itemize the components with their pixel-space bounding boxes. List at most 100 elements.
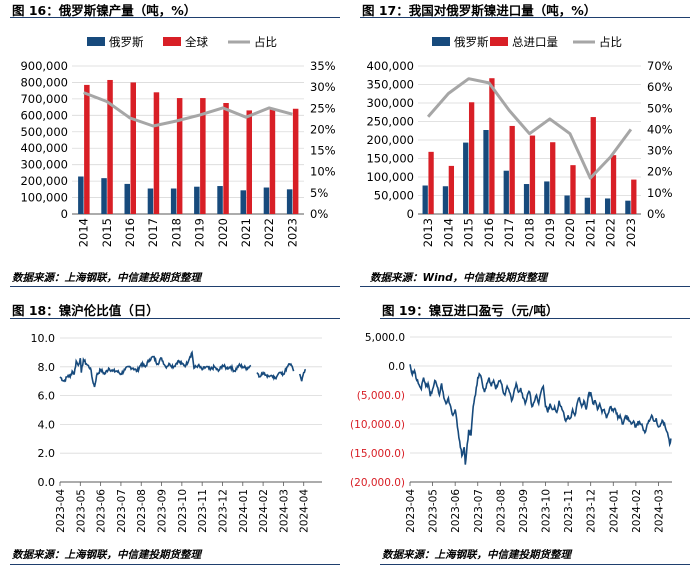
c17-yright-tick: 30%: [647, 144, 673, 158]
c16-x-tick-2020: 2020: [216, 218, 230, 247]
c19-y-tick: 0.0: [388, 361, 405, 373]
c16-x-tick-2017: 2017: [146, 218, 160, 247]
chart18-title-rule: [10, 318, 340, 319]
c16-yleft-tick: 500,000: [20, 125, 68, 139]
chart16-source-rule: [10, 286, 340, 287]
c19-x-tick-2023-08: 2023-08: [495, 489, 507, 533]
c16-x-tick-2023: 2023: [285, 218, 299, 247]
c16-x-tick-2022: 2022: [262, 218, 276, 247]
c16-bar-total-2020: [223, 103, 229, 214]
c17-bar-total-2014: [448, 165, 455, 214]
c17-bar-russia-2014: [442, 186, 449, 214]
c17-x-tick-2020: 2020: [563, 218, 577, 247]
chart16-title-rule: [10, 17, 340, 18]
c17-bar-russia-2017: [503, 170, 509, 214]
c16-bar-russia-2020: [217, 186, 223, 214]
c17-bar-total-2013: [428, 151, 434, 214]
chart18-source: 数据来源：上海钢联，中信建投期货整理: [12, 549, 201, 561]
c19-y-tick: (20,000.0): [350, 477, 405, 489]
c17-legend-swatch-0: [432, 37, 450, 46]
c17-bar-russia-2022: [604, 198, 611, 214]
c16-bar-total-2022: [269, 108, 276, 214]
c17-x-tick-2017: 2017: [502, 218, 516, 247]
c19-x-tick-2023-11: 2023-11: [563, 489, 575, 533]
c17-yright-tick: 20%: [647, 165, 673, 179]
c17-bar-russia-2013: [422, 185, 428, 214]
c18-x-tick-2023-12: 2023-12: [217, 489, 229, 533]
c18-x-tick-2023-10: 2023-10: [177, 489, 189, 533]
c19-x-tick-2024-02: 2024-02: [631, 489, 643, 533]
c16-line-share: [83, 91, 293, 128]
c19-x-tick-2023-06: 2023-06: [450, 489, 462, 533]
c17-yleft-tick: 400,000: [366, 59, 414, 73]
c18-x-tick-2023-05: 2023-05: [75, 489, 87, 533]
c17-bar-total-2021: [590, 117, 596, 214]
c17-yright-tick: 50%: [647, 101, 673, 115]
c18-x-tick-2024-01: 2024-01: [238, 489, 250, 533]
c18-x-tick-2023-07: 2023-07: [116, 489, 128, 533]
c19-x-tick-2024-03: 2024-03: [653, 489, 665, 533]
chart17-title-rule: [360, 17, 690, 18]
c19-y-tick: (15,000.0): [350, 448, 405, 460]
c16-yleft-tick: 100,000: [20, 191, 68, 205]
c17-bar-total-2023: [631, 179, 637, 214]
c17-bar-russia-2016: [483, 130, 489, 214]
c16-bar-total-2023: [292, 108, 299, 214]
c16-yright-tick: 35%: [310, 59, 336, 73]
c17-line-share: [426, 77, 633, 180]
c16-yleft-tick: 0: [61, 207, 68, 221]
c17-bar-total-2022: [610, 155, 617, 214]
c18-x-tick-2024-02: 2024-02: [258, 489, 270, 533]
c17-bar-russia-2020: [564, 195, 570, 214]
c18-y-tick: 0.0: [38, 476, 56, 489]
c18-series-line-3: [298, 368, 306, 382]
c17-legend-label-2: 占比: [599, 35, 622, 49]
c16-yright-tick: 30%: [310, 80, 336, 94]
c16-yright-tick: 5%: [310, 186, 328, 200]
c16-yleft-tick: 900,000: [20, 59, 68, 73]
c16-yleft-tick: 600,000: [20, 108, 68, 122]
c18-x-tick-2023-04: 2023-04: [55, 489, 67, 533]
c19-x-tick-2023-04: 2023-04: [405, 489, 417, 533]
c18-x-tick-2023-11: 2023-11: [197, 489, 209, 533]
c17-bar-russia-2018: [523, 184, 530, 214]
c16-x-tick-2019: 2019: [193, 218, 207, 247]
chart18-source-rule: [10, 564, 340, 565]
c16-bar-russia-2015: [101, 178, 107, 214]
c16-bar-russia-2014: [78, 176, 84, 214]
c18-series-line-2: [256, 362, 295, 381]
c16-yright-tick: 20%: [310, 122, 336, 136]
c17-legend-swatch-1: [490, 37, 508, 46]
c16-legend-label-1: 全球: [185, 35, 208, 49]
c18-series-line: [59, 350, 252, 388]
c18-x-tick-2023-06: 2023-06: [96, 489, 108, 533]
c17-yright-tick: 70%: [647, 59, 673, 73]
c16-bar-russia-2016: [124, 183, 130, 214]
c17-bar-russia-2015: [463, 142, 469, 214]
c17-bar-total-2020: [570, 165, 576, 214]
c16-bar-russia-2023: [286, 189, 293, 214]
c17-yright-tick: 40%: [647, 122, 673, 136]
c17-yleft-tick: 100,000: [366, 170, 414, 184]
c16-bar-total-2018: [176, 98, 183, 214]
chart19-title: 图 19：镍豆进口盈亏（元/吨）: [382, 303, 559, 318]
c19-y-tick: (5,000.0): [357, 390, 405, 402]
c17-yleft-tick: 0: [407, 207, 414, 221]
c16-x-tick-2015: 2015: [100, 218, 114, 247]
c16-x-tick-2018: 2018: [169, 218, 183, 247]
c16-legend-swatch-0: [87, 37, 105, 46]
c17-yleft-tick: 200,000: [366, 133, 414, 147]
c18-x-tick-2024-04: 2024-04: [299, 489, 311, 533]
chart19-source: 数据来源：上海钢联，中信建投期货整理: [382, 549, 571, 561]
chart17-title: 图 17：我国对俄罗斯镍进口量（吨，%）: [362, 3, 597, 18]
c17-x-tick-2021: 2021: [583, 218, 597, 247]
c17-yright-tick: 60%: [647, 80, 673, 94]
c16-bar-russia-2018: [170, 188, 177, 214]
c17-legend-label-1: 总进口量: [512, 35, 558, 49]
c19-x-tick-2023-12: 2023-12: [586, 489, 598, 533]
c17-yleft-tick: 150,000: [366, 152, 414, 166]
c17-x-tick-2022: 2022: [604, 218, 618, 247]
c16-bar-total-2016: [130, 82, 136, 214]
c16-yleft-tick: 300,000: [20, 158, 68, 172]
